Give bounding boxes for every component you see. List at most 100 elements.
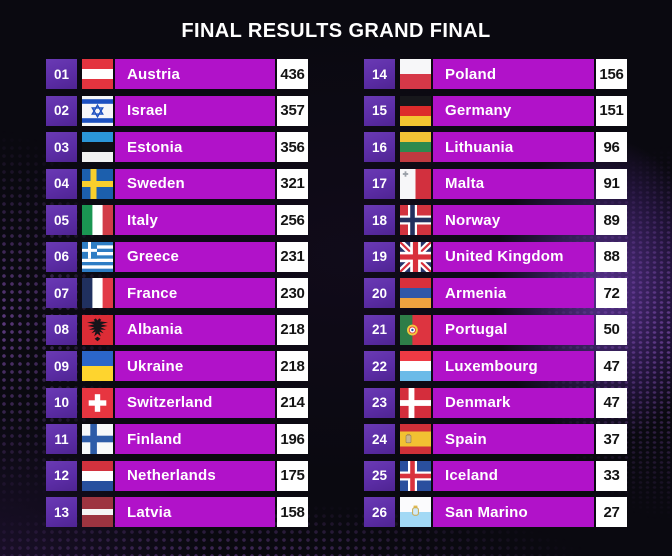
germany-flag [400,95,431,126]
points-value: 151 [596,95,627,126]
luxembourg-flag [400,351,431,381]
greece-flag [82,241,113,272]
result-row: 19 United Kingdom 88 [364,241,627,272]
netherlands-flag [82,460,113,491]
country-bar: Luxembourg [433,351,594,381]
rank-label: 02 [46,95,77,126]
result-row: 09 Ukraine 218 [46,351,308,381]
points-value: 91 [596,168,627,199]
points-value: 96 [596,132,627,162]
result-row: 07 France 230 [46,278,308,308]
rank-label: 25 [364,460,395,491]
points-value: 158 [277,497,308,527]
country-label: United Kingdom [445,248,564,265]
points-value: 47 [596,387,627,418]
country-bar: Austria [115,59,275,89]
lithuania-flag [400,132,431,162]
austria-flag [82,59,113,89]
france-flag [82,278,113,308]
country-bar: Poland [433,59,594,89]
points-value: 156 [596,59,627,89]
result-row: 16 Lithuania 96 [364,132,627,162]
rank-label: 17 [364,168,395,199]
result-row: 01 Austria 436 [46,59,308,89]
result-row: 08 Albania 218 [46,314,308,345]
country-label: Sweden [127,175,185,192]
country-label: San Marino [445,503,528,521]
points-value: 50 [596,314,627,345]
result-row: 24 Spain 37 [364,424,627,454]
points-value: 89 [596,205,627,235]
country-label: Armenia [445,284,507,302]
rank-label: 21 [364,314,395,345]
points-value: 357 [277,95,308,126]
portugal-flag [400,314,431,345]
rank-label: 14 [364,59,395,89]
country-label: Finland [127,430,182,448]
result-row: 12 Netherlands 175 [46,460,308,491]
country-label: Denmark [445,394,511,411]
country-bar: Finland [115,424,275,454]
result-row: 02 Israel 357 [46,95,308,126]
country-bar: Iceland [433,460,594,491]
denmark-flag [400,387,431,418]
country-label: France [127,284,178,302]
country-label: Iceland [445,467,499,484]
estonia-flag [82,132,113,162]
israel-flag [82,95,113,126]
result-row: 23 Denmark 47 [364,387,627,418]
rank-label: 26 [364,497,395,527]
result-row: 05 Italy 256 [46,205,308,235]
rank-label: 23 [364,387,395,418]
rank-label: 22 [364,351,395,381]
rank-label: 12 [46,460,77,491]
points-value: 218 [277,351,308,381]
italy-flag [82,205,113,235]
points-value: 33 [596,460,627,491]
points-value: 72 [596,278,627,308]
rank-label: 24 [364,424,395,454]
points-value: 356 [277,132,308,162]
country-bar: Armenia [433,278,594,308]
rank-label: 10 [46,387,77,418]
rank-label: 05 [46,205,77,235]
country-label: Malta [445,175,485,192]
country-bar: Estonia [115,132,275,162]
points-value: 47 [596,351,627,381]
country-label: Israel [127,102,168,119]
result-row: 22 Luxembourg 47 [364,351,627,381]
points-value: 321 [277,168,308,199]
united-kingdom-flag [400,241,431,272]
country-label: Switzerland [127,394,213,411]
malta-flag [400,168,431,199]
result-row: 20 Armenia 72 [364,278,627,308]
rank-label: 13 [46,497,77,527]
points-value: 27 [596,497,627,527]
country-label: Portugal [445,321,508,338]
points-value: 231 [277,241,308,272]
result-row: 25 Iceland 33 [364,460,627,491]
result-row: 17 Malta 91 [364,168,627,199]
country-label: Ukraine [127,357,184,375]
country-label: Greece [127,248,180,265]
country-bar: Denmark [433,387,594,418]
rank-label: 15 [364,95,395,126]
armenia-flag [400,278,431,308]
points-value: 37 [596,424,627,454]
country-label: Estonia [127,138,183,156]
result-row: 15 Germany 151 [364,95,627,126]
country-bar: Latvia [115,497,275,527]
country-label: Netherlands [127,467,216,484]
poland-flag [400,59,431,89]
switzerland-flag [82,387,113,418]
points-value: 218 [277,314,308,345]
result-row: 03 Estonia 356 [46,132,308,162]
spain-flag [400,424,431,454]
country-label: Poland [445,65,497,83]
finland-flag [82,424,113,454]
rank-label: 03 [46,132,77,162]
norway-flag [400,205,431,235]
rank-label: 04 [46,168,77,199]
country-label: Lithuania [445,138,514,156]
